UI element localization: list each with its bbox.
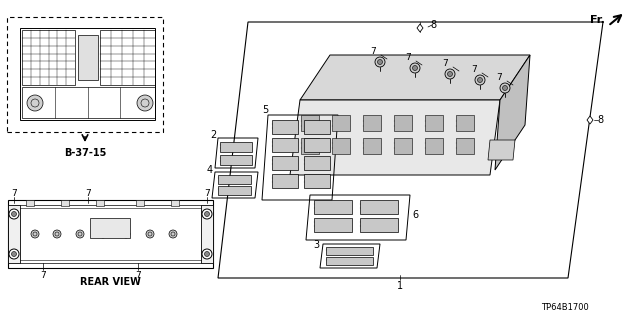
Polygon shape [456, 115, 474, 131]
Circle shape [169, 230, 177, 238]
Circle shape [202, 209, 212, 219]
Text: 7: 7 [442, 60, 448, 69]
Polygon shape [314, 200, 352, 214]
Text: Fr.: Fr. [590, 15, 605, 25]
Polygon shape [304, 174, 330, 188]
Circle shape [477, 78, 483, 83]
Text: 5: 5 [262, 105, 268, 115]
Polygon shape [326, 257, 373, 265]
Polygon shape [363, 138, 381, 154]
Polygon shape [78, 35, 98, 80]
Circle shape [205, 251, 209, 256]
Polygon shape [218, 186, 251, 195]
Polygon shape [304, 156, 330, 170]
Polygon shape [304, 120, 330, 134]
Text: 7: 7 [370, 48, 376, 56]
Polygon shape [456, 138, 474, 154]
Circle shape [445, 69, 455, 79]
Text: 2: 2 [210, 130, 216, 140]
Circle shape [12, 211, 17, 217]
Text: 7: 7 [11, 189, 17, 198]
Circle shape [500, 83, 510, 93]
Text: 3: 3 [313, 240, 319, 250]
Circle shape [378, 60, 383, 64]
Polygon shape [394, 138, 412, 154]
Circle shape [122, 230, 130, 238]
Polygon shape [290, 100, 500, 175]
Polygon shape [272, 156, 298, 170]
Polygon shape [363, 115, 381, 131]
Text: 1: 1 [397, 281, 403, 291]
Text: 8: 8 [430, 20, 436, 30]
Polygon shape [360, 200, 398, 214]
Text: 8: 8 [597, 115, 603, 125]
Polygon shape [26, 200, 34, 206]
Polygon shape [326, 247, 373, 255]
Polygon shape [201, 205, 213, 263]
Polygon shape [272, 120, 298, 134]
Text: TP64B1700: TP64B1700 [541, 303, 589, 313]
Polygon shape [394, 115, 412, 131]
Circle shape [410, 63, 420, 73]
Polygon shape [425, 115, 443, 131]
Polygon shape [61, 200, 69, 206]
Polygon shape [90, 218, 130, 238]
Polygon shape [220, 155, 252, 165]
Polygon shape [304, 138, 330, 152]
Text: 7: 7 [471, 65, 477, 75]
Circle shape [9, 249, 19, 259]
Bar [7, 17, 163, 132]
Polygon shape [495, 55, 530, 170]
Polygon shape [272, 174, 298, 188]
Text: 4: 4 [207, 165, 213, 175]
Text: 6: 6 [412, 210, 418, 220]
Polygon shape [587, 116, 593, 124]
Text: 7: 7 [135, 271, 141, 279]
Polygon shape [301, 138, 319, 154]
Polygon shape [96, 200, 104, 206]
Polygon shape [332, 115, 350, 131]
Polygon shape [332, 138, 350, 154]
Polygon shape [360, 218, 398, 232]
Text: 7: 7 [204, 189, 210, 198]
Polygon shape [220, 142, 252, 152]
Circle shape [76, 230, 84, 238]
Circle shape [375, 57, 385, 67]
Circle shape [502, 85, 508, 91]
Text: 7: 7 [85, 189, 91, 198]
Text: B-37-15: B-37-15 [64, 148, 106, 158]
Text: 7: 7 [405, 54, 411, 63]
Circle shape [447, 71, 452, 77]
Text: REAR VIEW: REAR VIEW [79, 277, 140, 287]
Circle shape [137, 95, 153, 111]
Polygon shape [488, 140, 515, 160]
Circle shape [475, 75, 485, 85]
Polygon shape [300, 55, 530, 100]
Circle shape [99, 230, 107, 238]
Polygon shape [417, 24, 423, 32]
Text: 7: 7 [40, 271, 46, 279]
Circle shape [27, 95, 43, 111]
Text: 7: 7 [496, 73, 502, 83]
Polygon shape [171, 200, 179, 206]
Circle shape [205, 211, 209, 217]
Circle shape [31, 230, 39, 238]
Polygon shape [136, 200, 144, 206]
Circle shape [202, 249, 212, 259]
Polygon shape [8, 205, 20, 263]
Circle shape [146, 230, 154, 238]
Polygon shape [425, 138, 443, 154]
Polygon shape [218, 175, 251, 184]
Circle shape [413, 65, 417, 70]
Circle shape [12, 251, 17, 256]
Circle shape [9, 209, 19, 219]
Polygon shape [314, 218, 352, 232]
Polygon shape [301, 115, 319, 131]
Circle shape [53, 230, 61, 238]
Polygon shape [272, 138, 298, 152]
